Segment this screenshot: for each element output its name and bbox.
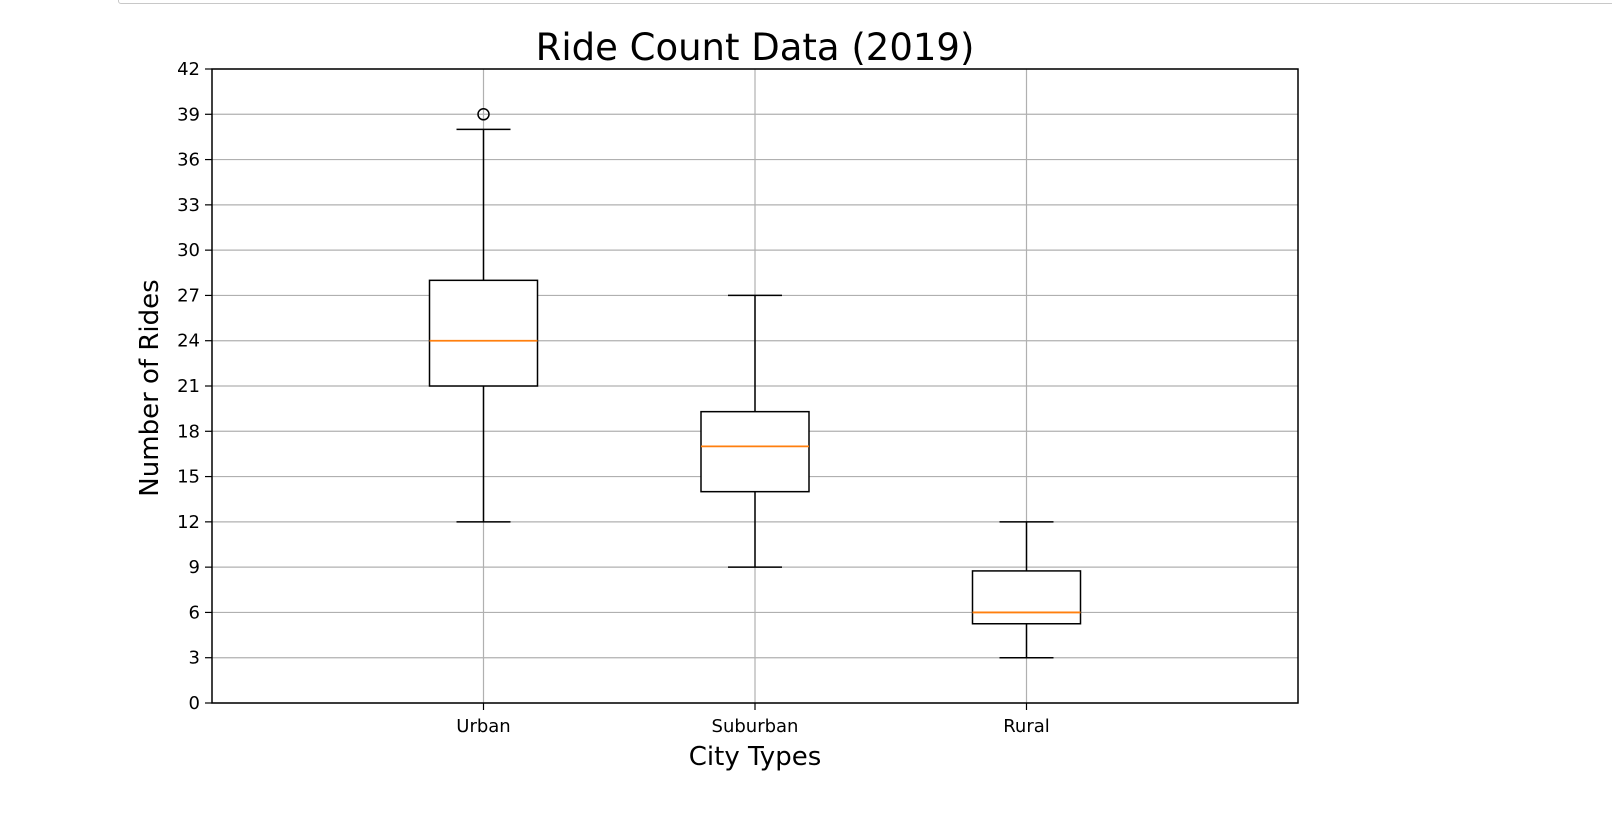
y-tick-label: 21: [177, 376, 200, 397]
outlier-point: [477, 108, 490, 121]
box-series: [428, 108, 1082, 659]
y-tick-label: 36: [177, 150, 200, 171]
box-rural: [971, 521, 1082, 659]
y-tick-label: 39: [177, 104, 200, 125]
x-axis: Urban Suburban Rural: [456, 703, 1050, 737]
y-tick-label: 6: [189, 602, 200, 623]
x-tick-label-rural: Rural: [1003, 716, 1050, 737]
y-tick-label: 42: [177, 59, 200, 80]
y-tick-label: 0: [189, 693, 200, 714]
y-tick-label: 33: [177, 195, 200, 216]
y-tick-label: 3: [189, 648, 200, 669]
chart-title: Ride Count Data (2019): [536, 26, 975, 69]
iqr-box: [428, 279, 539, 387]
y-tick-label: 24: [177, 331, 200, 352]
y-tick-label: 27: [177, 285, 200, 306]
box-suburban: [700, 294, 810, 568]
y-tick-label: 15: [177, 467, 200, 488]
y-tick-label: 18: [177, 421, 200, 442]
iqr-box: [700, 410, 810, 493]
y-axis-label: Number of Rides: [135, 279, 165, 496]
x-axis-label: City Types: [689, 742, 822, 772]
x-tick-label-suburban: Suburban: [712, 716, 799, 737]
window-top-frame: [118, 0, 1612, 4]
iqr-box: [971, 570, 1082, 625]
y-tick-label: 9: [189, 557, 200, 578]
box-urban: [428, 108, 539, 523]
x-tick-label-urban: Urban: [456, 716, 510, 737]
y-tick-label: 12: [177, 512, 200, 533]
y-tick-label: 30: [177, 240, 200, 261]
